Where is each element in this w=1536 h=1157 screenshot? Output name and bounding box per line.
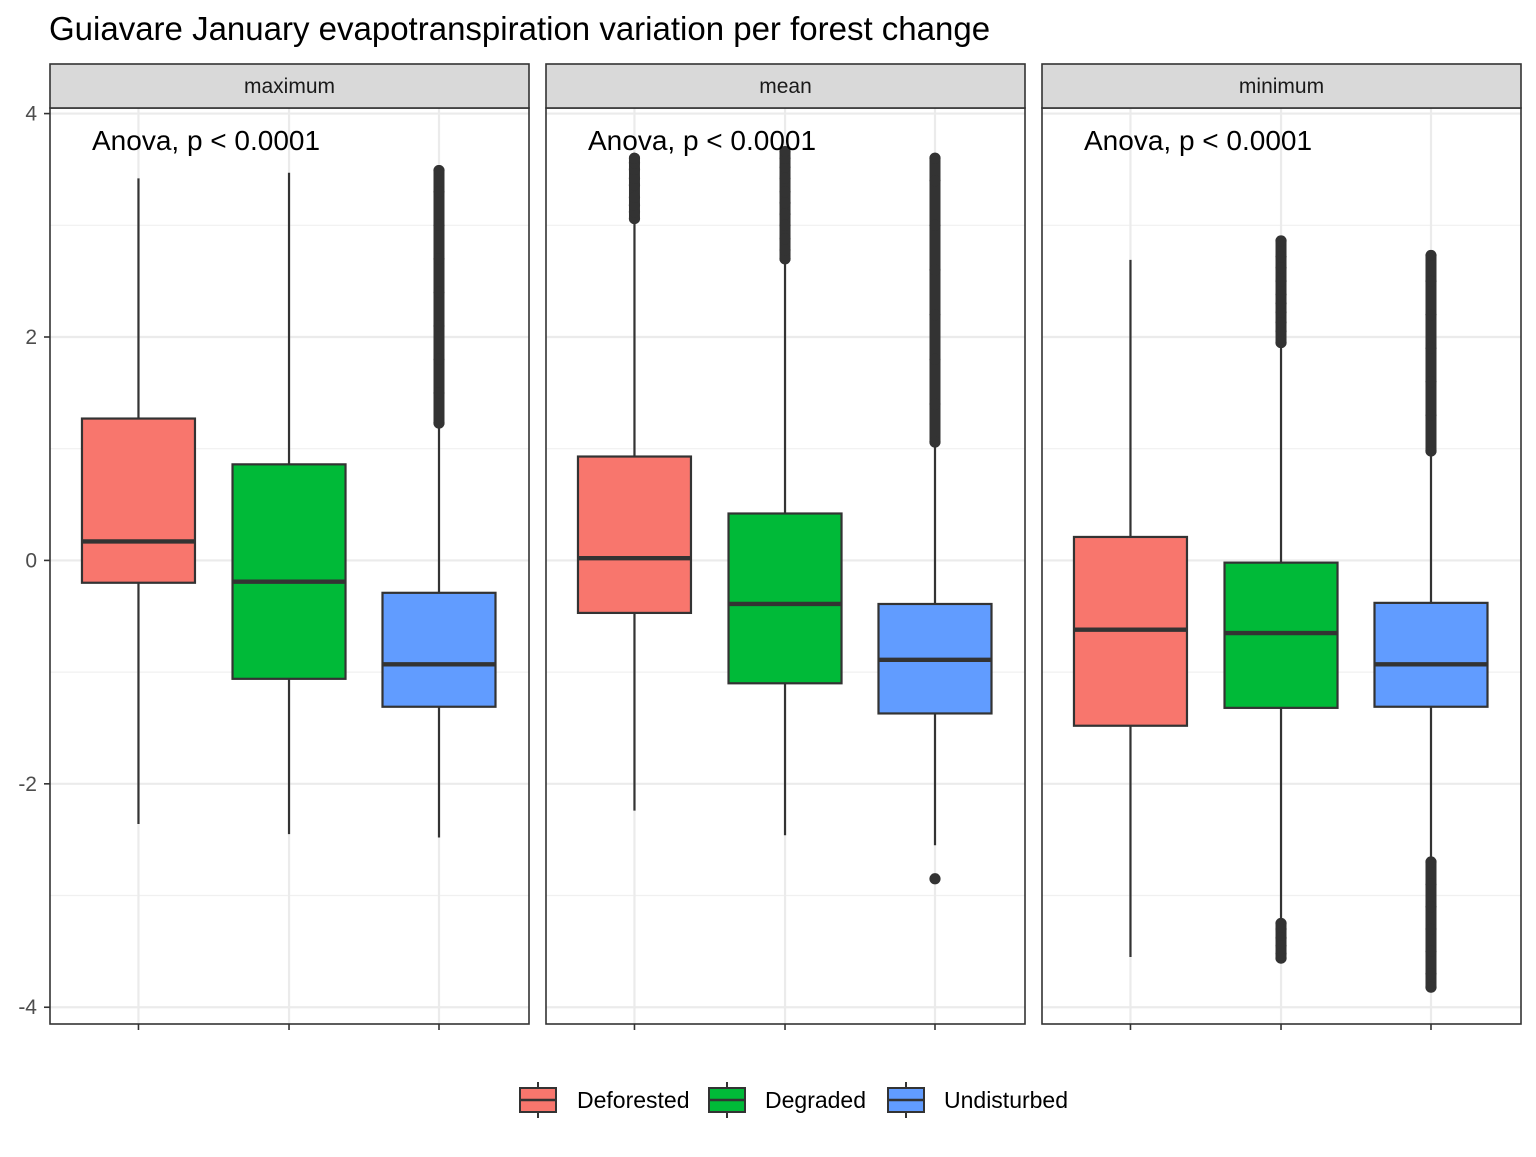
box-undisturbed <box>381 591 497 708</box>
outlier-point-undisturbed <box>433 320 445 332</box>
outlier-point-degraded <box>779 197 791 209</box>
outlier-point-undisturbed <box>929 353 941 365</box>
outlier-point-degraded <box>1275 336 1287 349</box>
box-degraded <box>231 463 347 680</box>
box-undisturbed <box>1373 601 1489 708</box>
outlier-point-degraded <box>1275 940 1287 952</box>
outlier-point-degraded <box>1275 275 1287 287</box>
outlier-point-deforested <box>628 199 641 211</box>
outlier-point-undisturbed <box>1425 309 1437 321</box>
outlier-point-undisturbed <box>1425 968 1437 980</box>
outlier-point-degraded <box>779 186 791 198</box>
chart-title: Guiavare January evapotranspiration vari… <box>49 10 991 47</box>
outlier-point-undisturbed <box>433 353 445 365</box>
anova-annotation: Anova, p < 0.0001 <box>92 125 320 156</box>
outlier-point-degraded <box>1275 923 1287 935</box>
panel-strip <box>49 63 530 109</box>
outlier-point-undisturbed <box>1425 923 1437 935</box>
outlier-point-degraded <box>779 233 791 245</box>
outlier-point-undisturbed <box>433 286 445 298</box>
outlier-point-undisturbed <box>929 309 941 321</box>
outlier-point-undisturbed <box>1425 856 1437 868</box>
legend-label-degraded: Degraded <box>765 1087 866 1113</box>
outlier-point-undisturbed <box>929 264 941 276</box>
outlier-point-undisturbed <box>1425 945 1437 957</box>
outlier-point-undisturbed <box>1425 342 1437 354</box>
outlier-point-degraded <box>1275 235 1287 247</box>
outlier-point-undisturbed <box>1425 981 1437 993</box>
outlier-point-undisturbed <box>433 417 445 429</box>
outlier-point-undisturbed <box>929 436 941 448</box>
outlier-point-undisturbed <box>929 873 941 885</box>
outlier-point-degraded <box>779 253 791 265</box>
outlier-point-undisturbed <box>433 164 445 177</box>
outlier-point-undisturbed <box>929 398 941 410</box>
outlier-point-degraded <box>779 219 791 231</box>
outlier-point-degraded <box>1275 325 1287 338</box>
outlier-point-deforested <box>628 152 641 164</box>
y-tick-label: -2 <box>18 773 37 796</box>
panel-strip-label: maximum <box>244 75 335 98</box>
outlier-point-degraded <box>1275 952 1287 964</box>
outlier-point-undisturbed <box>1425 409 1437 421</box>
panel-strip <box>545 63 1026 109</box>
box-deforested <box>576 455 693 615</box>
outlier-point-undisturbed <box>1425 445 1437 457</box>
box-degraded <box>1223 561 1339 709</box>
outlier-point-undisturbed <box>929 152 941 164</box>
y-tick-label: -4 <box>18 996 37 1019</box>
outlier-point-degraded <box>1275 297 1287 310</box>
outlier-point-undisturbed <box>929 175 941 187</box>
anova-annotation: Anova, p < 0.0001 <box>588 125 816 156</box>
outlier-point-undisturbed <box>433 253 445 265</box>
anova-annotation: Anova, p < 0.0001 <box>1084 125 1312 156</box>
outlier-point-undisturbed <box>433 186 445 198</box>
outlier-point-degraded <box>1275 932 1287 944</box>
outlier-point-degraded <box>1275 262 1287 274</box>
outlier-point-degraded <box>779 244 791 256</box>
outlier-point-degraded <box>779 172 791 184</box>
outlier-point-undisturbed <box>1425 376 1437 388</box>
outlier-point-degraded <box>1275 288 1287 301</box>
panel-strip-label: minimum <box>1239 75 1324 98</box>
y-tick-label: 2 <box>25 326 37 349</box>
outlier-point-undisturbed <box>929 219 941 231</box>
outlier-point-undisturbed <box>1425 249 1437 262</box>
outlier-point-undisturbed <box>1425 878 1437 890</box>
outlier-point-degraded <box>779 161 791 173</box>
box-deforested <box>80 417 197 584</box>
outlier-point-undisturbed <box>1425 275 1437 287</box>
panel-strip-label: mean <box>759 75 812 98</box>
panel-strip <box>1041 63 1522 109</box>
outlier-point-undisturbed <box>433 219 445 231</box>
outlier-point-degraded <box>1275 316 1287 329</box>
y-tick-label: 4 <box>25 103 37 126</box>
legend-label-deforested: Deforested <box>577 1087 690 1113</box>
outlier-point-degraded <box>1275 250 1287 263</box>
outlier-point-deforested <box>628 172 641 184</box>
outlier-point-degraded <box>779 145 791 158</box>
legend-label-undisturbed: Undisturbed <box>944 1087 1068 1113</box>
outlier-point-degraded <box>779 208 791 220</box>
outlier-point-undisturbed <box>433 387 445 399</box>
outlier-point-undisturbed <box>1425 901 1437 913</box>
y-tick-label: 0 <box>25 549 37 572</box>
box-degraded <box>727 512 843 685</box>
outlier-point-degraded <box>1275 306 1287 319</box>
outlier-point-deforested <box>628 191 641 203</box>
